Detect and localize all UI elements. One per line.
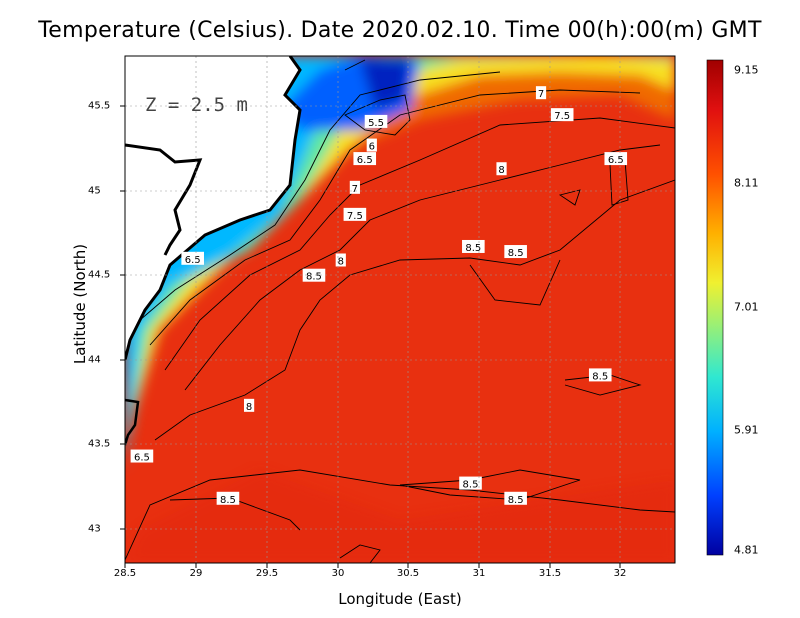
contour-label: 8.5 [463,480,479,491]
contour-label: 6 [369,142,375,153]
contour-label-bg [535,86,547,100]
contour-label: 8.5 [508,248,524,259]
contour-label: 7 [538,89,544,100]
colorbar-tick-label: 4.81 [734,543,759,557]
contour-label: 6.5 [185,255,201,266]
temperature-field: Z = 2.5 m 7 7.5 5.5 6 6.5 6.5 8 7 7.5 8.5 8.5 6.5 8 8… [125,56,675,563]
y-tick-label: 45 [88,185,101,197]
contour-label: 8.5 [306,272,322,283]
axis-ticks [120,105,621,568]
contour-label-bg [353,152,377,166]
contour-label-bg [244,398,255,412]
colorbar [706,59,724,556]
colorbar-tick-label: 7.01 [734,300,759,314]
plot-frame [124,55,676,564]
svg-text:Z = 2.5 m: Z = 2.5 m [145,94,248,116]
y-tick-label: 44.5 [88,269,111,281]
contour-label-bg [462,239,485,253]
x-tick-label: 29.5 [255,568,279,579]
x-tick-label: 31.5 [538,568,562,579]
contour-label-bg [588,368,612,382]
contour-labels: 7 7.5 5.5 6 6.5 6.5 8 7 7.5 8.5 8.5 6.5 8 8.5 8.5 8 6.5 8… [130,86,628,506]
contour-label: 8.5 [592,371,608,382]
contour-label: 7.5 [347,211,363,222]
contour-label: 8.5 [465,243,481,254]
contour-label-bg [604,152,628,166]
x-tick-label: 28.5 [113,568,137,579]
contour-label-bg [550,108,574,122]
x-tick-label: 30 [331,568,345,579]
contour-label-bg [496,162,507,176]
contour-label-bg [130,449,154,463]
colorbar-tick-label: 8.11 [734,176,759,190]
contour-label: 8 [246,402,252,413]
y-axis-label: Latitude (North) [71,243,89,365]
contour-label-bg [504,245,527,259]
x-tick-label: 29 [189,568,203,579]
contour-label-bg [302,268,326,282]
contour-label-bg [364,114,388,128]
x-tick-label: 30.5 [396,568,420,579]
contour-label: 6.5 [357,155,373,166]
y-tick-label: 43.5 [88,438,111,450]
y-tick-label: 45.5 [88,100,111,112]
colorbar-tick-label: 5.91 [734,423,759,437]
contour-label-bg [459,476,482,490]
contour-label: 7 [352,184,358,195]
contour-label: 8.5 [508,495,524,506]
contour-label-bg [216,491,240,505]
y-tick-label: 44 [88,354,101,366]
contour-label-bg [504,491,527,505]
contour-label: 6.5 [608,155,624,166]
contour-label: 6.5 [134,453,150,464]
contour-label-bg [181,251,204,265]
x-axis-label: Longitude (East) [338,590,462,608]
contour-label: 8 [498,165,504,176]
contour-label: 8 [338,256,344,267]
chart-title: Temperature (Celsius). Date 2020.02.10. … [38,18,762,43]
depth-label: Z = 2.5 m [145,94,248,116]
gridlines [125,56,675,563]
contour-label: 7.5 [554,111,570,122]
contour-label-bg [366,138,377,152]
x-tick-label: 32 [613,568,627,579]
contour-label-bg [343,207,367,221]
contour-label: 8.5 [220,495,236,506]
contour-label-bg [349,180,360,194]
contour-label: 5.5 [368,118,384,129]
y-tick-label: 43 [88,523,101,535]
contour-label-bg [335,253,346,267]
x-tick-label: 31 [472,568,486,579]
colorbar-tick-label: 9.15 [734,63,759,77]
